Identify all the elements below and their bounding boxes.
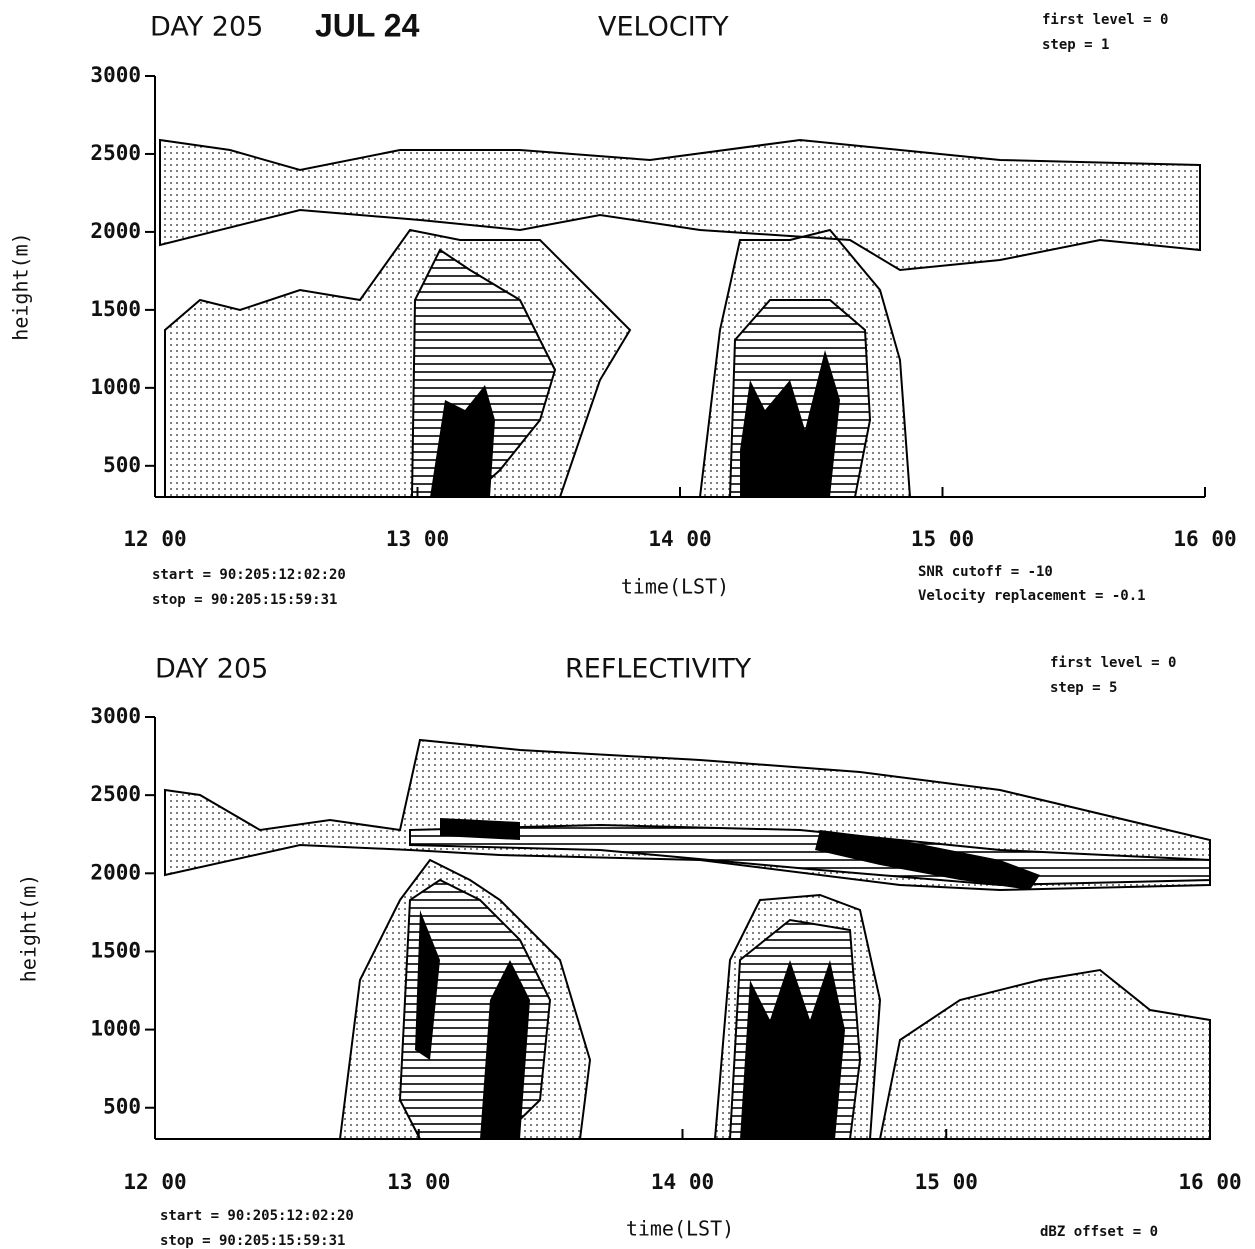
note: first level = 0 bbox=[1042, 12, 1168, 28]
day-label: DAY 205 bbox=[155, 654, 268, 685]
y-tick-label: 3000 bbox=[90, 704, 141, 728]
x-tick-label: 15 00 bbox=[911, 527, 974, 551]
x-tick-label: 14 00 bbox=[651, 1170, 714, 1194]
y-tick-label: 3000 bbox=[90, 63, 141, 87]
x-tick-label: 16 00 bbox=[1178, 1170, 1241, 1194]
y-tick-label: 500 bbox=[103, 453, 141, 477]
contour-region bbox=[159, 138, 1201, 272]
y-tick-label: 2500 bbox=[90, 141, 141, 165]
x-tick-label: 13 00 bbox=[387, 1170, 450, 1194]
contour-field bbox=[159, 138, 1211, 1140]
y-axis-label: height(m) bbox=[9, 232, 33, 340]
contour-region bbox=[164, 228, 632, 498]
x-axis-label: time(LST) bbox=[621, 575, 729, 599]
note: step = 1 bbox=[1042, 37, 1109, 53]
note: first level = 0 bbox=[1050, 655, 1176, 671]
x-tick-label: 13 00 bbox=[386, 527, 449, 551]
y-axis-label: height(m) bbox=[17, 874, 41, 982]
y-tick-label: 1500 bbox=[90, 938, 141, 962]
x-tick-label: 12 00 bbox=[123, 1170, 186, 1194]
contour-region bbox=[878, 968, 1211, 1140]
note: SNR cutoff = -10 bbox=[918, 564, 1053, 580]
day-label: DAY 205 bbox=[150, 12, 263, 43]
y-tick-label: 1500 bbox=[90, 297, 141, 321]
contour-region bbox=[740, 350, 840, 497]
y-tick-label: 2000 bbox=[90, 219, 141, 243]
note: Velocity replacement = -0.1 bbox=[918, 588, 1146, 604]
y-tick-label: 2500 bbox=[90, 782, 141, 806]
contour-region bbox=[440, 818, 1040, 890]
y-tick-label: 500 bbox=[103, 1095, 141, 1119]
chart-title: REFLECTIVITY bbox=[565, 654, 752, 685]
note: step = 5 bbox=[1050, 680, 1117, 696]
x-tick-label: 16 00 bbox=[1173, 527, 1236, 551]
contour-region bbox=[430, 385, 495, 497]
x-tick-label: 14 00 bbox=[648, 527, 711, 551]
y-tick-label: 2000 bbox=[90, 860, 141, 884]
note: stop = 90:205:15:59:31 bbox=[152, 592, 337, 608]
note: start = 90:205:12:02:20 bbox=[152, 567, 346, 583]
x-tick-label: 12 00 bbox=[123, 527, 186, 551]
date-label: JUL 24 bbox=[315, 7, 420, 43]
chart-title: VELOCITY bbox=[598, 12, 729, 43]
x-axis-label: time(LST) bbox=[626, 1217, 734, 1241]
y-tick-label: 1000 bbox=[90, 375, 141, 399]
contour-region bbox=[415, 910, 845, 1139]
y-tick-label: 1000 bbox=[90, 1017, 141, 1041]
x-tick-label: 15 00 bbox=[915, 1170, 978, 1194]
note: stop = 90:205:15:59:31 bbox=[160, 1233, 345, 1249]
note: start = 90:205:12:02:20 bbox=[160, 1208, 354, 1224]
note: dBZ offset = 0 bbox=[1040, 1224, 1158, 1240]
